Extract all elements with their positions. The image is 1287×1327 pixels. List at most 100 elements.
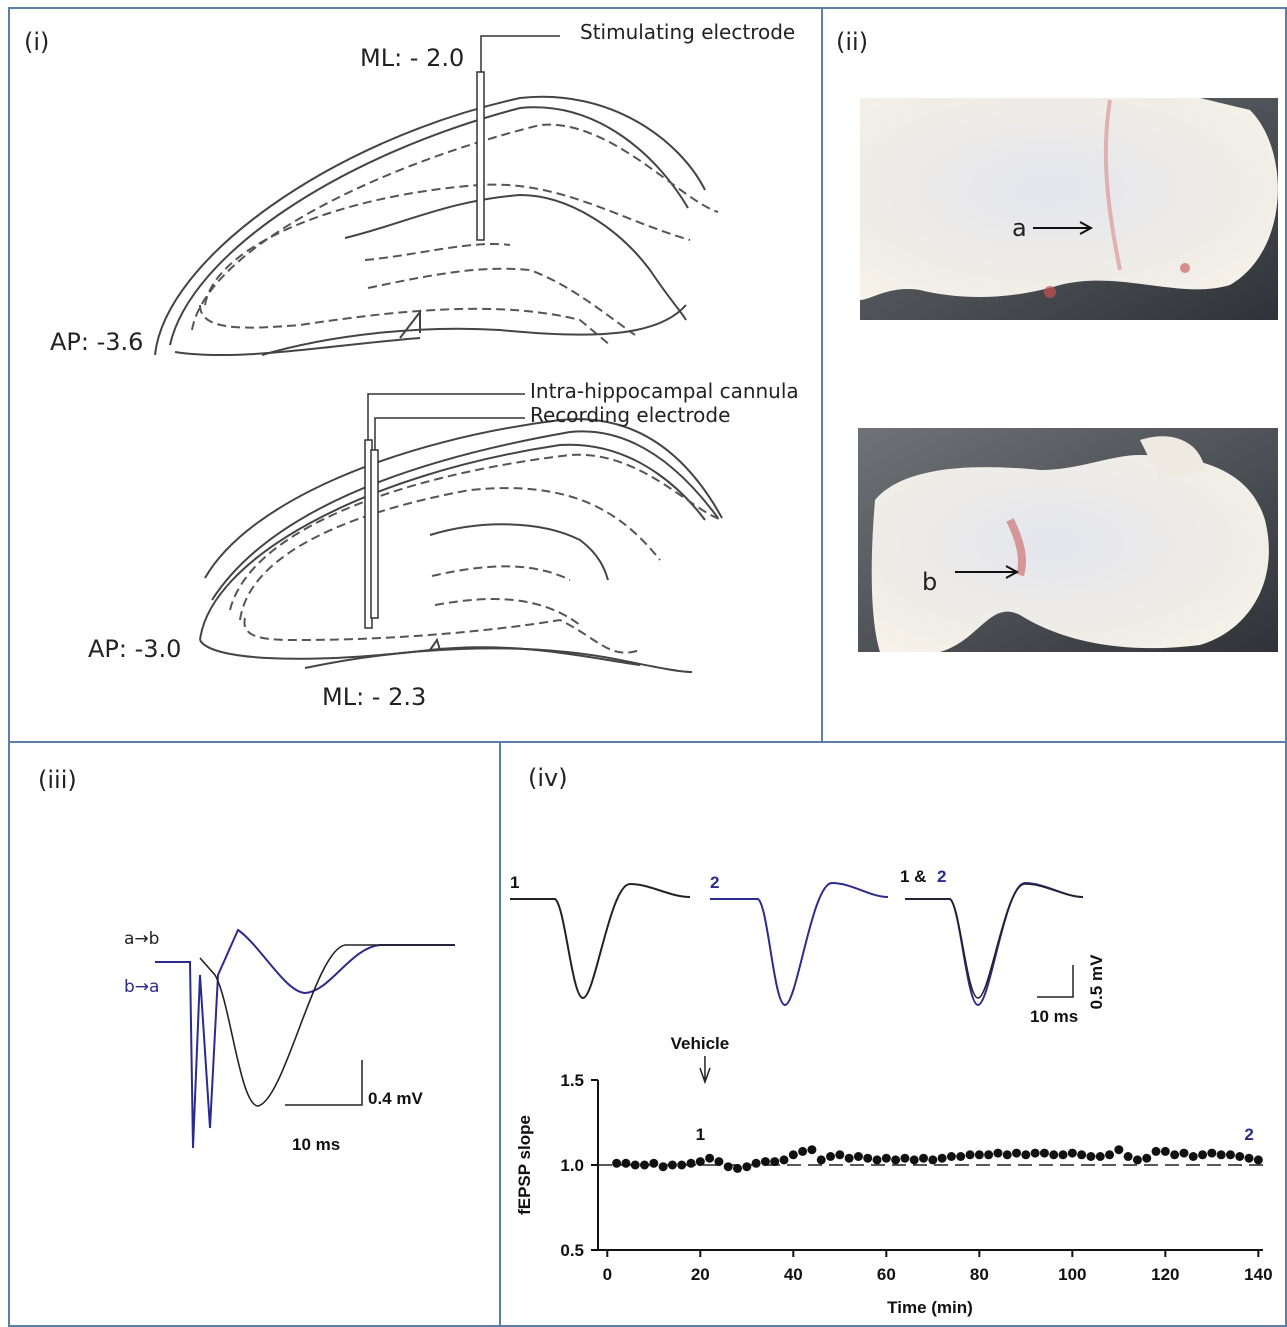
trace-label: b→a bbox=[124, 977, 159, 997]
data-point bbox=[1058, 1150, 1068, 1160]
trace-label: a→b bbox=[124, 929, 159, 949]
data-point bbox=[900, 1153, 910, 1163]
panel-label: (i) bbox=[24, 28, 49, 56]
data-point bbox=[965, 1150, 975, 1160]
photo-a bbox=[860, 98, 1278, 320]
data-point bbox=[807, 1145, 817, 1155]
trace-a-to-b bbox=[199, 944, 455, 1107]
scale-bar bbox=[1037, 965, 1074, 998]
data-point bbox=[1086, 1152, 1096, 1161]
data-point bbox=[835, 1150, 845, 1160]
y-tick-label: 0.5 bbox=[560, 1241, 584, 1260]
photo-b bbox=[858, 428, 1278, 652]
data-point bbox=[844, 1153, 854, 1163]
trace-1 bbox=[510, 882, 691, 1000]
data-point bbox=[1067, 1148, 1077, 1158]
data-point bbox=[714, 1157, 724, 1167]
y-tick-label: 1.0 bbox=[560, 1156, 584, 1175]
data-point bbox=[919, 1153, 929, 1163]
data-point bbox=[1142, 1153, 1152, 1163]
data-point bbox=[872, 1155, 882, 1165]
x-tick-label: 60 bbox=[877, 1265, 896, 1284]
data-point bbox=[891, 1155, 901, 1165]
data-point bbox=[1114, 1145, 1124, 1155]
coordinate: AP: -3.0 bbox=[88, 635, 181, 663]
trace-label: 1 bbox=[510, 873, 519, 892]
marker: a bbox=[1012, 214, 1027, 242]
coordinate: AP: -3.6 bbox=[50, 328, 143, 356]
data-point bbox=[612, 1158, 622, 1168]
data-point bbox=[1030, 1148, 1040, 1158]
data-point bbox=[956, 1152, 966, 1161]
data-point bbox=[863, 1153, 873, 1163]
trace-2 bbox=[710, 881, 889, 1007]
data-point bbox=[751, 1158, 761, 1168]
data-point bbox=[853, 1152, 863, 1161]
scale-label: 10 ms bbox=[292, 1135, 340, 1154]
data-point bbox=[946, 1152, 956, 1161]
data-point bbox=[1095, 1152, 1105, 1161]
data-point bbox=[760, 1157, 770, 1167]
data-point bbox=[723, 1162, 733, 1172]
trace-label: 1 & bbox=[900, 867, 926, 886]
data-point bbox=[798, 1146, 808, 1156]
trace-label: 2 bbox=[937, 867, 946, 886]
data-point bbox=[630, 1160, 640, 1170]
trace-1 bbox=[905, 883, 1084, 999]
marker: b bbox=[922, 568, 937, 596]
chart: Time (min) fEPSP slope 0.5 1.0 1.5 0 20 40 60 8… bbox=[515, 1034, 1273, 1317]
data-point bbox=[1244, 1153, 1254, 1163]
data-point bbox=[686, 1158, 696, 1168]
data-point bbox=[928, 1155, 938, 1165]
cannula-and-recording-electrode bbox=[364, 393, 525, 629]
data-point bbox=[667, 1160, 677, 1170]
data-point bbox=[733, 1163, 743, 1173]
scale-label: 10 ms bbox=[1030, 1007, 1078, 1026]
panel-label: (iii) bbox=[38, 766, 77, 794]
x-tick-label: 0 bbox=[603, 1265, 612, 1284]
trace-b-to-a bbox=[155, 928, 455, 1149]
data-point bbox=[779, 1155, 789, 1165]
data-point bbox=[1021, 1150, 1031, 1160]
data-point bbox=[826, 1152, 836, 1161]
x-tick-label: 40 bbox=[784, 1265, 803, 1284]
data-point bbox=[658, 1162, 668, 1172]
panel-label: (iv) bbox=[528, 764, 568, 792]
data-point bbox=[1188, 1152, 1198, 1161]
point-label: 1 bbox=[696, 1125, 705, 1144]
trace-label: 2 bbox=[710, 873, 719, 892]
scale-label: 0.4 mV bbox=[368, 1089, 423, 1108]
x-tick-label: 140 bbox=[1244, 1265, 1272, 1284]
arrow bbox=[1033, 221, 1094, 235]
scale-label: 0.5 mV bbox=[1087, 954, 1106, 1009]
data-point bbox=[649, 1158, 659, 1168]
y-tick-label: 1.5 bbox=[560, 1071, 584, 1090]
data-point bbox=[1207, 1148, 1217, 1158]
frames bbox=[8, 7, 1287, 1327]
data-point bbox=[1235, 1152, 1245, 1161]
data-point bbox=[1160, 1146, 1170, 1156]
trace-2 bbox=[905, 881, 1084, 1007]
data-point bbox=[1198, 1150, 1208, 1160]
data-point bbox=[1049, 1150, 1059, 1160]
data-point bbox=[984, 1150, 994, 1160]
data-point bbox=[1225, 1150, 1235, 1160]
data-point bbox=[1002, 1150, 1012, 1160]
data-point bbox=[1077, 1150, 1087, 1160]
data-point bbox=[1216, 1150, 1226, 1160]
data-point bbox=[695, 1157, 705, 1167]
x-tick-label: 80 bbox=[970, 1265, 989, 1284]
hippocampus-top bbox=[154, 95, 719, 357]
data-point bbox=[1123, 1152, 1133, 1161]
data-point bbox=[1253, 1155, 1263, 1165]
data-point bbox=[1012, 1148, 1022, 1158]
data-point bbox=[937, 1153, 947, 1163]
data-point bbox=[621, 1158, 631, 1168]
data-point bbox=[705, 1153, 715, 1163]
data-point bbox=[770, 1157, 780, 1167]
data-point bbox=[742, 1162, 752, 1172]
data-point bbox=[909, 1155, 919, 1165]
data-point bbox=[1132, 1155, 1142, 1165]
data-point bbox=[1170, 1150, 1180, 1160]
